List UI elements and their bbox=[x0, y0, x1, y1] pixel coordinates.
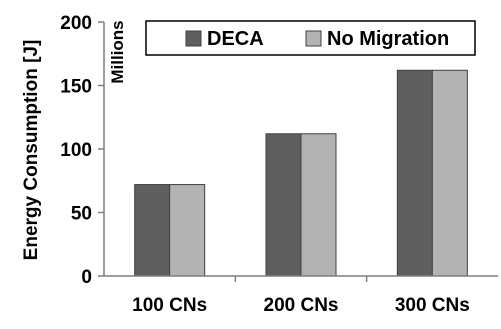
y-tick-label: 150 bbox=[60, 77, 92, 98]
bar-no-migration-0 bbox=[169, 184, 206, 277]
legend-label-deca: DECA bbox=[207, 28, 264, 50]
y-tick-label: 50 bbox=[71, 204, 92, 225]
x-tick-label: 300 CNs bbox=[395, 295, 470, 316]
x-tick-label: 200 CNs bbox=[264, 295, 339, 316]
legend-swatch-deca bbox=[185, 30, 202, 47]
y-axis-title: Energy Consumption [J] bbox=[21, 40, 42, 261]
x-axis-ticks: 100 CNs 200 CNs 300 CNs bbox=[132, 276, 470, 316]
bar-deca-0 bbox=[134, 184, 171, 277]
legend: DECA No Migration bbox=[145, 20, 476, 56]
y-units-note: Millions bbox=[108, 20, 127, 83]
y-axis-ticks: 0 50 100 150 200 bbox=[60, 13, 104, 288]
legend-swatch-no-migration bbox=[305, 30, 322, 47]
x-tick-label: 100 CNs bbox=[132, 295, 207, 316]
bar-deca-1 bbox=[265, 133, 302, 277]
bar-deca-2 bbox=[396, 69, 433, 277]
y-tick-label: 200 bbox=[60, 13, 92, 34]
y-tick-label: 100 bbox=[60, 140, 92, 161]
bar-no-migration-2 bbox=[431, 69, 468, 277]
bar-no-migration-1 bbox=[300, 133, 337, 277]
legend-label-no-migration: No Migration bbox=[327, 28, 449, 50]
bars bbox=[134, 69, 468, 277]
y-tick-label: 0 bbox=[81, 267, 92, 288]
